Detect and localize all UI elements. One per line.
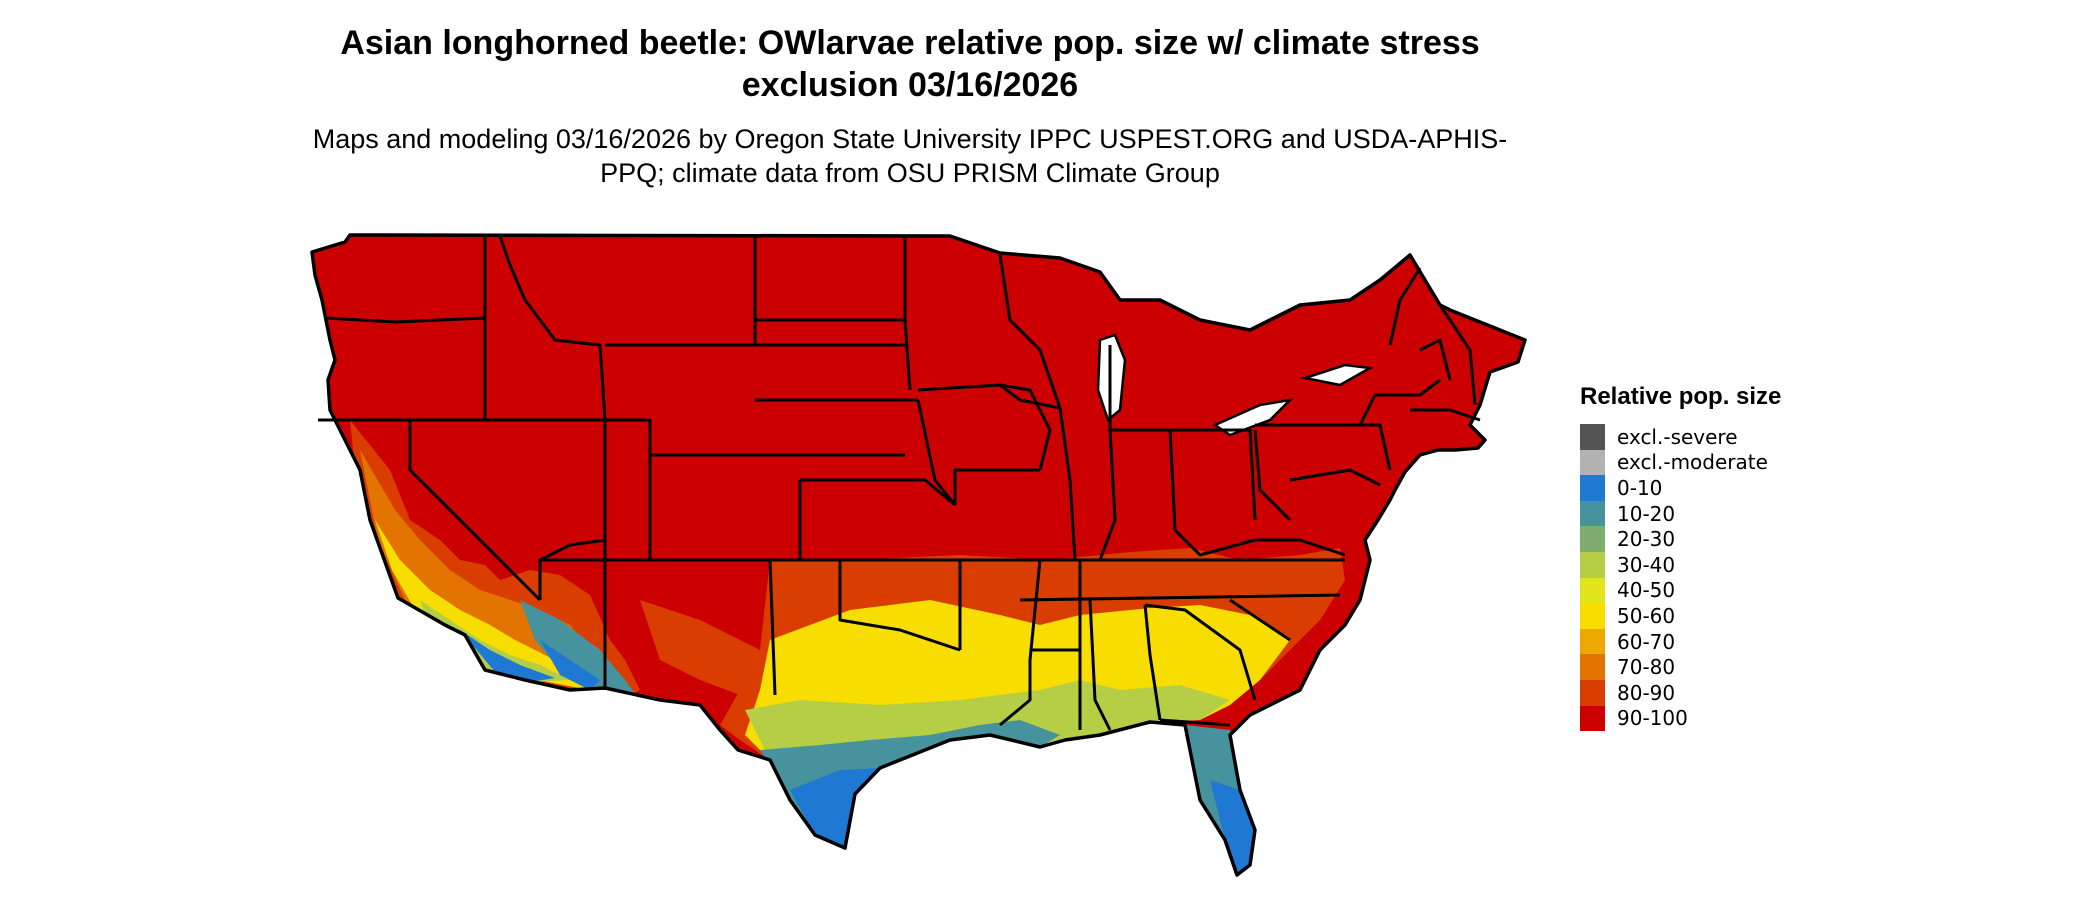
legend-label: 10-20: [1617, 501, 1676, 526]
legend-item: 60-70: [1580, 628, 1900, 655]
legend-label: 60-70: [1617, 629, 1676, 654]
legend-label: 40-50: [1617, 578, 1676, 603]
legend-label: excl.-moderate: [1617, 450, 1768, 475]
legend-swatch: [1580, 654, 1605, 680]
legend-title: Relative pop. size: [1580, 383, 1782, 410]
legend-label: 0-10: [1617, 475, 1663, 500]
legend-swatch: [1580, 526, 1605, 552]
legend-label: 20-30: [1617, 527, 1676, 552]
legend-swatch: [1580, 449, 1605, 476]
legend-label: 90-100: [1617, 706, 1688, 731]
legend-item: 0-10: [1580, 475, 1900, 501]
legend-swatch: [1580, 628, 1605, 655]
legend-item: excl.-severe: [1580, 424, 1900, 450]
legend-item: 80-90: [1580, 679, 1900, 706]
legend-swatch: [1580, 679, 1605, 706]
legend-item: 10-20: [1580, 500, 1900, 527]
page-title: Asian longhorned beetle: OWlarvae relati…: [340, 24, 1480, 104]
legend-label: 70-80: [1617, 655, 1676, 680]
legend-item: 40-50: [1580, 577, 1900, 604]
legend-swatch: [1580, 500, 1605, 527]
legend: Relative pop. size excl.-severe excl.-mo…: [1580, 382, 1900, 732]
legend-item: excl.-moderate: [1580, 449, 1900, 476]
page-subtitle: Maps and modeling 03/16/2026 by Oregon S…: [312, 124, 1508, 188]
legend-items: excl.-severe excl.-moderate 0-10 10-20 2…: [1580, 424, 1900, 732]
legend-item: 90-100: [1580, 705, 1900, 732]
us-population-map: [310, 233, 1527, 877]
legend-swatch: [1580, 603, 1605, 629]
legend-swatch: [1580, 577, 1605, 604]
legend-swatch: [1580, 705, 1605, 732]
legend-label: 30-40: [1617, 552, 1676, 577]
legend-swatch: [1580, 475, 1605, 501]
legend-swatch: [1580, 424, 1605, 450]
legend-swatch: [1580, 551, 1605, 578]
legend-item: 70-80: [1580, 654, 1900, 680]
legend-label: 80-90: [1617, 680, 1676, 705]
legend-item: 20-30: [1580, 526, 1900, 552]
legend-item: 30-40: [1580, 551, 1900, 578]
legend-label: excl.-severe: [1617, 424, 1738, 449]
legend-label: 50-60: [1617, 603, 1676, 628]
legend-item: 50-60: [1580, 603, 1900, 629]
